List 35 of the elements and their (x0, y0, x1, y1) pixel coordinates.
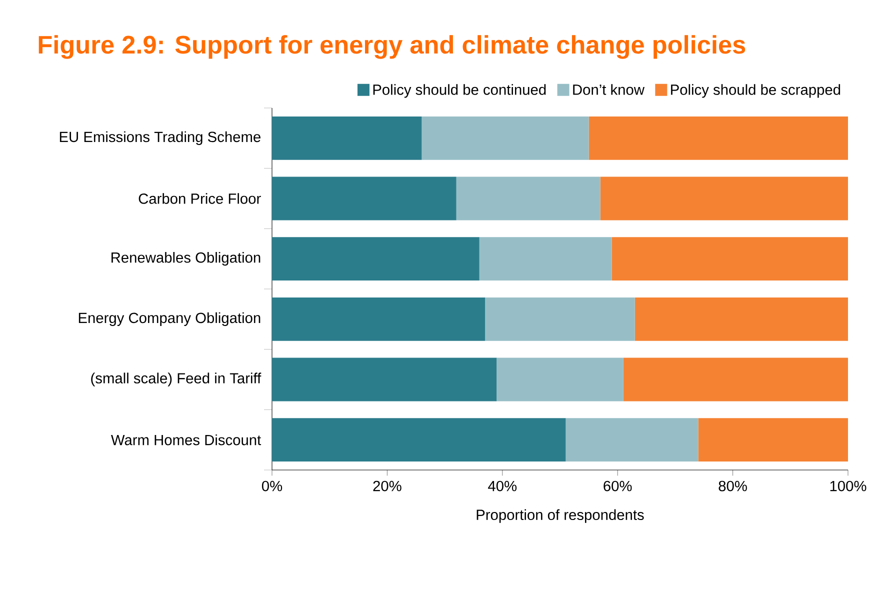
bar (422, 116, 589, 160)
bar (698, 418, 848, 462)
legend-label: Don’t know (573, 84, 645, 95)
bar (272, 358, 497, 402)
x-tick-label: 80% (718, 480, 747, 492)
x-tick-label: 40% (488, 480, 517, 492)
y-tick-label: Renewables Obligation (112, 252, 260, 266)
bar (496, 358, 624, 402)
y-tick-label: EU Emissions Trading Scheme (60, 131, 260, 145)
chart-title: Figure 2.9: Support for energy and climate change policies (38, 35, 746, 59)
x-tick-label: 100% (830, 480, 866, 492)
bar (479, 237, 612, 281)
bar (600, 176, 848, 220)
bar (612, 237, 848, 281)
y-tick-label: (small scale) Feed in Tariff (91, 372, 262, 386)
legend-label: Policy should be scrapped (671, 84, 840, 98)
bar (272, 116, 422, 160)
bar (272, 237, 480, 281)
x-tick-label: 60% (604, 480, 632, 492)
y-tick-label: Energy Company Obligation (78, 312, 260, 326)
bar (623, 358, 848, 402)
bar (588, 116, 848, 160)
legend-label: Policy should be continued (373, 84, 546, 98)
y-tick-label: Carbon Price Floor (138, 193, 261, 204)
bar (456, 176, 600, 220)
bar (566, 418, 698, 462)
bar (272, 297, 486, 341)
x-tick-label: 0% (262, 480, 282, 492)
bar (634, 297, 848, 341)
x-axis-title: Proportion of respondents (476, 509, 644, 523)
x-tick-label: 20% (373, 480, 402, 492)
bar (485, 297, 635, 341)
bar (272, 418, 566, 462)
y-tick-label: Warm Homes Discount (110, 434, 262, 446)
bar (272, 176, 456, 220)
